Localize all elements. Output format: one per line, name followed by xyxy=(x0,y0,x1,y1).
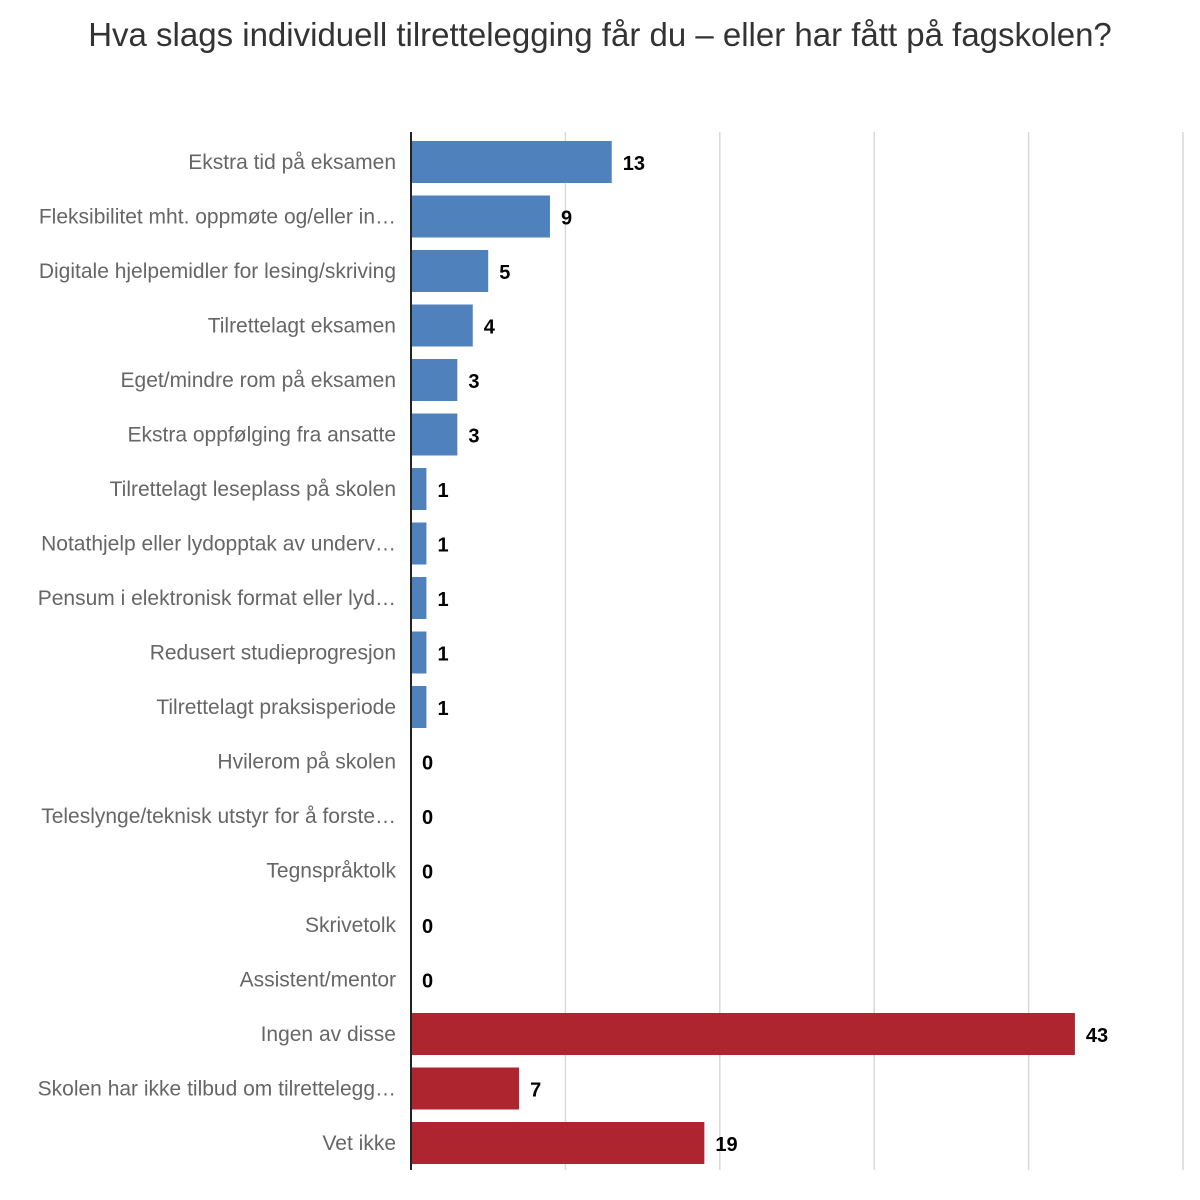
bar xyxy=(411,1122,705,1164)
category-label: Pensum i elektronisk format eller lyd… xyxy=(38,587,396,610)
data-label: 1 xyxy=(437,698,448,720)
category-label: Ekstra tid på eksamen xyxy=(188,151,396,174)
data-label: 0 xyxy=(422,916,433,938)
data-label: 5 xyxy=(499,262,510,284)
data-label: 7 xyxy=(530,1080,541,1102)
category-label: Hvilerom på skolen xyxy=(217,751,396,774)
data-label: 43 xyxy=(1086,1025,1108,1047)
bar xyxy=(411,359,458,401)
category-label: Teleslynge/teknisk utstyr for å forste… xyxy=(41,805,396,828)
gridlines xyxy=(564,132,1184,1170)
data-label: 1 xyxy=(437,589,448,611)
bar xyxy=(411,522,427,565)
category-label: Tegnspråktolk xyxy=(266,860,396,883)
chart-title: Hva slags individuell tilrettelegging få… xyxy=(88,16,1112,53)
bar xyxy=(411,1013,1075,1055)
data-label: 0 xyxy=(422,753,433,775)
data-label: 1 xyxy=(437,480,448,502)
bar xyxy=(411,468,427,510)
data-label: 19 xyxy=(715,1134,737,1156)
category-label: Skrivetolk xyxy=(305,914,397,937)
data-label: 0 xyxy=(422,862,433,884)
bar xyxy=(411,413,458,456)
bar xyxy=(411,577,427,619)
bar xyxy=(411,304,473,347)
category-labels: Ekstra tid på eksamen Fleksibilitet mht. … xyxy=(38,151,397,1155)
data-label: 3 xyxy=(468,426,479,448)
bar xyxy=(411,141,612,183)
category-label: Notathjelp eller lydopptak av underv… xyxy=(41,533,396,556)
category-label: Redusert studieprogresjon xyxy=(150,642,396,665)
bar xyxy=(411,195,550,238)
category-label: Digitale hjelpemidler for lesing/skrivin… xyxy=(39,260,396,283)
category-label: Vet ikke xyxy=(322,1132,396,1155)
category-label: Ingen av disse xyxy=(261,1023,396,1046)
category-label: Assistent/mentor xyxy=(240,969,396,992)
bar xyxy=(411,631,427,674)
data-label: 4 xyxy=(484,317,496,339)
category-label: Tilrettelagt leseplass på skolen xyxy=(110,478,396,501)
data-label: 0 xyxy=(422,807,433,829)
bars xyxy=(411,141,1075,1164)
bar xyxy=(411,686,427,728)
data-label: 0 xyxy=(422,971,433,993)
data-label: 1 xyxy=(437,644,448,666)
data-label: 3 xyxy=(468,371,479,393)
bar xyxy=(411,1067,520,1110)
bar xyxy=(411,250,489,292)
category-label: Ekstra oppfølging fra ansatte xyxy=(128,424,396,447)
category-label: Eget/mindre rom på eksamen xyxy=(121,369,396,392)
category-label: Tilrettelagt eksamen xyxy=(208,315,396,338)
data-label: 9 xyxy=(561,208,572,230)
category-label: Fleksibilitet mht. oppmøte og/eller in… xyxy=(39,206,396,229)
category-label: Tilrettelagt praksisperiode xyxy=(156,696,396,719)
data-label: 1 xyxy=(437,535,448,557)
category-label: Skolen har ikke tilbud om tilrettelegg… xyxy=(38,1078,396,1101)
data-label: 13 xyxy=(623,153,645,175)
